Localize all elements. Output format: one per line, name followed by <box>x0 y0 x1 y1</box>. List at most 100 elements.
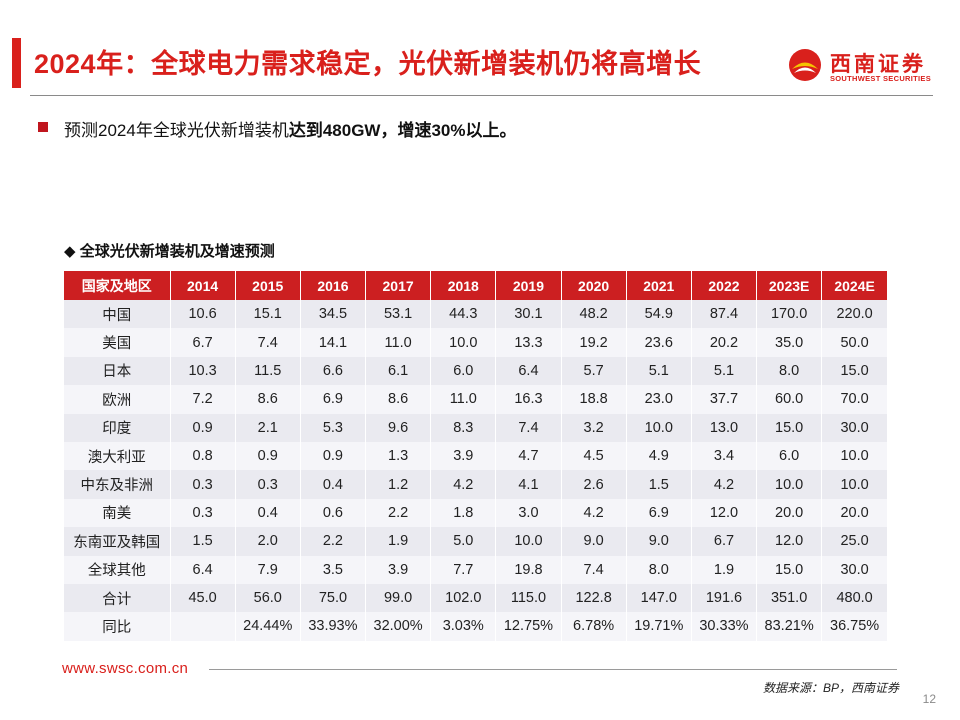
column-header-year: 2022 <box>691 271 758 300</box>
value-cell: 75.0 <box>300 583 367 613</box>
value-cell: 19.8 <box>495 555 562 584</box>
value-cell: 122.8 <box>561 583 627 613</box>
table-body: 中国 10.6 15.1 34.5 53.1 44.3 30.1 48.2 54.9 87.4 17… <box>64 300 887 641</box>
row-label-cell: 南美 <box>64 498 171 528</box>
value-cell: 1.8 <box>430 498 497 528</box>
value-cell: 24.44% <box>235 612 301 641</box>
value-cell: 32.00% <box>365 612 432 641</box>
value-cell: 4.7 <box>495 441 562 471</box>
value-cell: 8.6 <box>235 385 301 414</box>
value-cell: 2.2 <box>365 498 432 528</box>
value-cell: 0.8 <box>170 441 236 471</box>
value-cell: 4.1 <box>495 470 562 499</box>
value-cell: 6.9 <box>626 498 692 528</box>
value-cell: 99.0 <box>365 583 432 613</box>
value-cell: 9.0 <box>561 527 627 556</box>
value-cell: 20.2 <box>691 328 758 357</box>
value-cell: 11.0 <box>365 328 432 357</box>
value-cell: 6.4 <box>170 555 236 584</box>
value-cell: 3.03% <box>430 612 497 641</box>
table-row: 东南亚及韩国 1.5 2.0 2.2 1.9 5.0 10.0 9.0 9.0 6.7 12.0 25… <box>64 527 887 556</box>
pv-installation-table: 国家及地区 2014 2015 2016 2017 2018 2019 2020 2021 202… <box>64 271 887 641</box>
value-cell: 3.2 <box>561 413 627 442</box>
value-cell: 0.4 <box>300 470 367 499</box>
page-number: 12 <box>922 692 936 706</box>
value-cell: 10.3 <box>170 356 236 386</box>
website-link[interactable]: www.swsc.com.cn <box>62 660 189 677</box>
value-cell: 8.0 <box>756 356 823 386</box>
row-label-cell: 欧洲 <box>64 385 171 414</box>
value-cell: 15.1 <box>235 300 301 329</box>
data-source-note: 数据来源：BP，西南证券 <box>762 681 899 695</box>
value-cell: 12.0 <box>691 498 758 528</box>
value-cell: 54.9 <box>626 300 692 329</box>
value-cell: 4.5 <box>561 441 627 471</box>
footer-divider <box>209 669 897 670</box>
value-cell: 8.3 <box>430 413 497 442</box>
value-cell: 18.8 <box>561 385 627 414</box>
table-row: 中国 10.6 15.1 34.5 53.1 44.3 30.1 48.2 54.9 87.4 17… <box>64 300 887 329</box>
value-cell: 6.7 <box>691 527 758 556</box>
value-cell: 0.9 <box>235 441 301 471</box>
value-cell: 3.5 <box>300 555 367 584</box>
value-cell: 36.75% <box>821 612 887 641</box>
value-cell: 2.2 <box>300 527 367 556</box>
value-cell: 15.0 <box>756 413 823 442</box>
value-cell: 1.9 <box>691 555 758 584</box>
value-cell: 7.7 <box>430 555 497 584</box>
value-cell: 10.0 <box>821 470 887 499</box>
page-title: 2024年：全球电力需求稳定，光伏新增装机仍将高增长 <box>34 49 702 79</box>
value-cell: 3.0 <box>495 498 562 528</box>
value-cell: 0.9 <box>300 441 367 471</box>
value-cell: 23.0 <box>626 385 692 414</box>
value-cell: 83.21% <box>756 612 823 641</box>
value-cell: 10.0 <box>756 470 823 499</box>
value-cell: 53.1 <box>365 300 432 329</box>
row-label-cell: 中国 <box>64 300 171 329</box>
value-cell: 6.1 <box>365 356 432 386</box>
table-row: 澳大利亚 0.8 0.9 0.9 1.3 3.9 4.7 4.5 4.9 3.4 6.0 10.0 <box>64 441 887 471</box>
value-cell: 6.0 <box>756 441 823 471</box>
logo-chinese-name: 西南证券 <box>830 51 926 76</box>
value-cell: 4.2 <box>430 470 497 499</box>
value-cell: 33.93% <box>300 612 367 641</box>
value-cell: 10.0 <box>495 527 562 556</box>
row-label-cell: 日本 <box>64 356 171 386</box>
value-cell: 70.0 <box>821 385 887 414</box>
value-cell: 45.0 <box>170 583 236 613</box>
value-cell: 3.4 <box>691 441 758 471</box>
column-header-year: 2015 <box>235 271 301 300</box>
value-cell: 4.2 <box>561 498 627 528</box>
value-cell: 2.6 <box>561 470 627 499</box>
row-label-cell: 全球其他 <box>64 555 171 584</box>
value-cell: 0.6 <box>300 498 367 528</box>
value-cell: 3.9 <box>365 555 432 584</box>
value-cell: 5.3 <box>300 413 367 442</box>
value-cell: 6.78% <box>561 612 627 641</box>
column-header-year: 2024E <box>821 271 887 300</box>
value-cell: 4.2 <box>691 470 758 499</box>
logo-mark-icon <box>789 49 821 81</box>
value-cell: 14.1 <box>300 328 367 357</box>
value-cell: 147.0 <box>626 583 692 613</box>
value-cell: 13.0 <box>691 413 758 442</box>
value-cell: 15.0 <box>756 555 823 584</box>
column-header-year: 2017 <box>365 271 432 300</box>
value-cell: 50.0 <box>821 328 887 357</box>
value-cell: 60.0 <box>756 385 823 414</box>
value-cell: 170.0 <box>756 300 823 329</box>
value-cell: 5.1 <box>691 356 758 386</box>
value-cell: 35.0 <box>756 328 823 357</box>
value-cell: 1.3 <box>365 441 432 471</box>
logo-english-name: SOUTHWEST SECURITIES <box>830 74 932 83</box>
value-cell: 6.6 <box>300 356 367 386</box>
value-cell: 15.0 <box>821 356 887 386</box>
value-cell: 10.0 <box>430 328 497 357</box>
title-accent-bar <box>12 38 21 88</box>
value-cell: 87.4 <box>691 300 758 329</box>
value-cell: 19.71% <box>626 612 692 641</box>
table-caption: ◆ 全球光伏新增装机及增速预测 <box>64 243 275 260</box>
value-cell: 12.0 <box>756 527 823 556</box>
bullet-text-bold: 达到480GW，增速30%以上。 <box>288 121 517 140</box>
row-label-cell: 印度 <box>64 413 171 442</box>
